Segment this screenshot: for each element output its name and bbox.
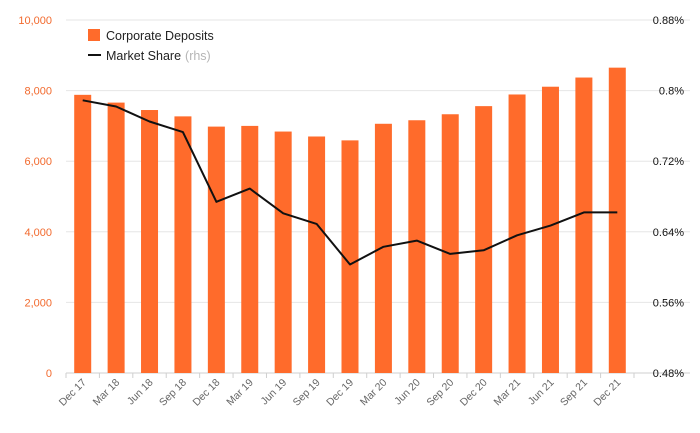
left-axis-tick-label: 6,000 — [24, 156, 52, 168]
bar — [508, 94, 526, 373]
line-series — [82, 99, 618, 266]
bar — [608, 67, 626, 373]
right-axis-tick-label: 0.48% — [653, 368, 684, 380]
bar — [274, 131, 292, 373]
right-axis-tick-label: 0.8% — [659, 86, 684, 98]
bar — [541, 86, 559, 373]
legend-label-corporate-deposits: Corporate Deposits — [106, 29, 214, 43]
left-axis: 0 2,000 4,000 6,000 8,000 10,000 — [18, 15, 52, 380]
legend-swatch-corporate-deposits — [88, 29, 100, 41]
left-axis-tick-label: 4,000 — [24, 227, 52, 239]
right-axis-tick-label: 0.72% — [653, 156, 684, 168]
x-axis-tick-label: Jun 20 — [392, 377, 423, 408]
legend-label-market-share-text: Market Share — [106, 49, 181, 63]
x-axis: Dec 17 Mar 18 Jun 18 Sep 18 Dec 18 Mar 19 Jun … — [57, 373, 635, 409]
bar — [141, 110, 159, 373]
left-axis-tick-label: 10,000 — [18, 15, 52, 27]
right-axis-tick-label: 0.88% — [653, 15, 684, 27]
bar — [207, 126, 225, 373]
bar — [374, 123, 392, 373]
x-axis-tick-label: Dec 17 — [57, 377, 89, 409]
bar — [174, 116, 192, 373]
left-axis-tick-label: 0 — [46, 368, 52, 380]
x-axis-tick-label: Jun 19 — [259, 377, 290, 408]
bar — [308, 136, 326, 373]
bar — [408, 120, 426, 373]
x-axis-tick-label: Sep 21 — [558, 377, 590, 409]
legend: Corporate Deposits Market Share (rhs) — [88, 29, 214, 63]
bar — [475, 106, 493, 373]
x-axis-tick-label: Mar 18 — [91, 377, 123, 409]
x-axis-tick-label: Mar 19 — [224, 377, 256, 409]
right-axis-tick-label: 0.64% — [653, 227, 684, 239]
bar — [441, 114, 459, 373]
legend-label-market-share: Market Share (rhs) — [106, 49, 211, 63]
bar — [341, 140, 359, 373]
x-axis-tick-label: Sep 19 — [291, 377, 323, 409]
x-axis-tick-label: Jun 21 — [526, 377, 557, 408]
bar-series — [74, 67, 626, 374]
right-axis-tick-label: 0.56% — [653, 297, 684, 309]
x-axis-tick-label: Dec 21 — [591, 377, 623, 409]
bar — [575, 77, 593, 373]
x-axis-tick-label: Sep 18 — [157, 377, 189, 409]
x-axis-tick-label: Mar 20 — [358, 377, 390, 409]
legend-label-market-share-suffix: (rhs) — [185, 49, 211, 63]
market-share-line — [82, 99, 618, 266]
x-axis-tick-label: Sep 20 — [424, 377, 456, 409]
bar — [107, 102, 125, 374]
right-axis: 0.48% 0.56% 0.64% 0.72% 0.8% 0.88% — [653, 15, 684, 380]
x-axis-tick-label: Dec 18 — [190, 377, 222, 409]
x-axis-tick-label: Dec 19 — [324, 377, 356, 409]
x-axis-tick-label: Dec 20 — [458, 377, 490, 409]
x-axis-tick-label: Mar 21 — [492, 377, 524, 409]
bar — [74, 94, 92, 373]
left-axis-tick-label: 8,000 — [24, 86, 52, 98]
left-axis-tick-label: 2,000 — [24, 297, 52, 309]
bar — [241, 125, 259, 374]
x-axis-tick-label: Jun 18 — [125, 377, 156, 408]
